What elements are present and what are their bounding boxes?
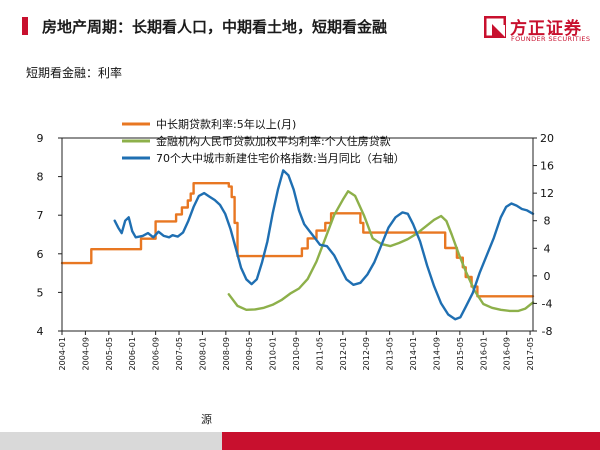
x-tick-label: 2015-05 — [456, 337, 465, 370]
x-tick-label: 2010-09 — [292, 337, 301, 370]
logo-text-en: FOUNDER SECURITIES — [511, 35, 591, 43]
logo-mark-icon — [484, 16, 506, 38]
x-tick-label: 2004-09 — [81, 337, 90, 370]
x-tick-label: 2014-09 — [432, 337, 441, 370]
left-tick-label: 8 — [37, 171, 44, 184]
x-tick-label: 2016-09 — [503, 337, 512, 370]
x-tick-label: 2013-05 — [386, 337, 395, 370]
series-line-3 — [113, 169, 535, 321]
right-tick-label: 12 — [540, 187, 554, 200]
left-tick-label: 9 — [37, 132, 44, 145]
x-tick-label: 2010-01 — [269, 337, 278, 370]
x-tick-label: 2011-05 — [315, 337, 324, 370]
x-tick-label: 2008-01 — [198, 337, 207, 370]
rate-chart: 中长期贷款利率:5年以上(月) 金融机构人民币贷款加权平均利率:个人住房贷款 70个… — [37, 117, 555, 370]
x-tick-label: 2004-01 — [58, 337, 67, 370]
x-tick-label: 2016-01 — [479, 337, 488, 370]
x-tick-label: 2009-05 — [245, 337, 254, 370]
footer-bar-gray — [0, 432, 222, 450]
legend-label-1: 中长期贷款利率:5年以上(月) — [156, 117, 296, 131]
series-layer — [60, 169, 535, 321]
x-tick-label: 2012-01 — [339, 337, 348, 370]
x-tick-label: 2007-05 — [175, 337, 184, 370]
legend-label-3: 70个大中城市新建住宅价格指数:当月同比（右轴） — [156, 151, 405, 165]
left-tick-label: 4 — [37, 325, 44, 338]
plot-frame — [61, 137, 534, 332]
series-line-2 — [227, 190, 535, 313]
right-tick-label: -8 — [542, 325, 553, 338]
x-tick-label: 2017-05 — [526, 337, 535, 370]
section-subtitle: 短期看金融：利率 — [26, 66, 123, 80]
right-tick-label: 4 — [544, 242, 551, 255]
right-tick-label: 0 — [544, 270, 551, 283]
left-tick-label: 6 — [37, 248, 44, 261]
title-accent-bar — [22, 17, 28, 35]
x-tick-label: 2008-09 — [222, 337, 231, 370]
left-tick-label: 5 — [37, 286, 44, 299]
x-tick-label: 2006-01 — [128, 337, 137, 370]
x-tick-label: 2005-05 — [105, 337, 114, 370]
right-tick-label: 16 — [540, 160, 554, 173]
company-logo: 方正证券 FOUNDER SECURITIES — [484, 14, 594, 48]
x-tick-label: 2006-09 — [152, 337, 161, 370]
x-tick-label: 2012-09 — [362, 337, 371, 370]
left-tick-label: 7 — [37, 209, 44, 222]
logo-text-cn: 方正证券 — [510, 19, 582, 39]
chart-legend: 中长期贷款利率:5年以上(月) 金融机构人民币贷款加权平均利率:个人住房贷款 70个… — [122, 117, 405, 165]
page-title: 房地产周期：长期看人口，中期看土地，短期看金融 — [42, 18, 388, 36]
right-tick-label: 20 — [540, 132, 554, 145]
x-tick-label: 2014-01 — [409, 337, 418, 370]
right-tick-label: 8 — [544, 215, 551, 228]
axes-layer: 4 5 6 7 8 9 -8 -4 0 4 8 12 16 20 2004-01 2004-09 2005-05… — [37, 132, 555, 370]
right-tick-label: -4 — [542, 297, 553, 310]
legend-label-2: 金融机构人民币贷款加权平均利率:个人住房贷款 — [156, 134, 391, 148]
source-note: 源 — [201, 413, 212, 426]
